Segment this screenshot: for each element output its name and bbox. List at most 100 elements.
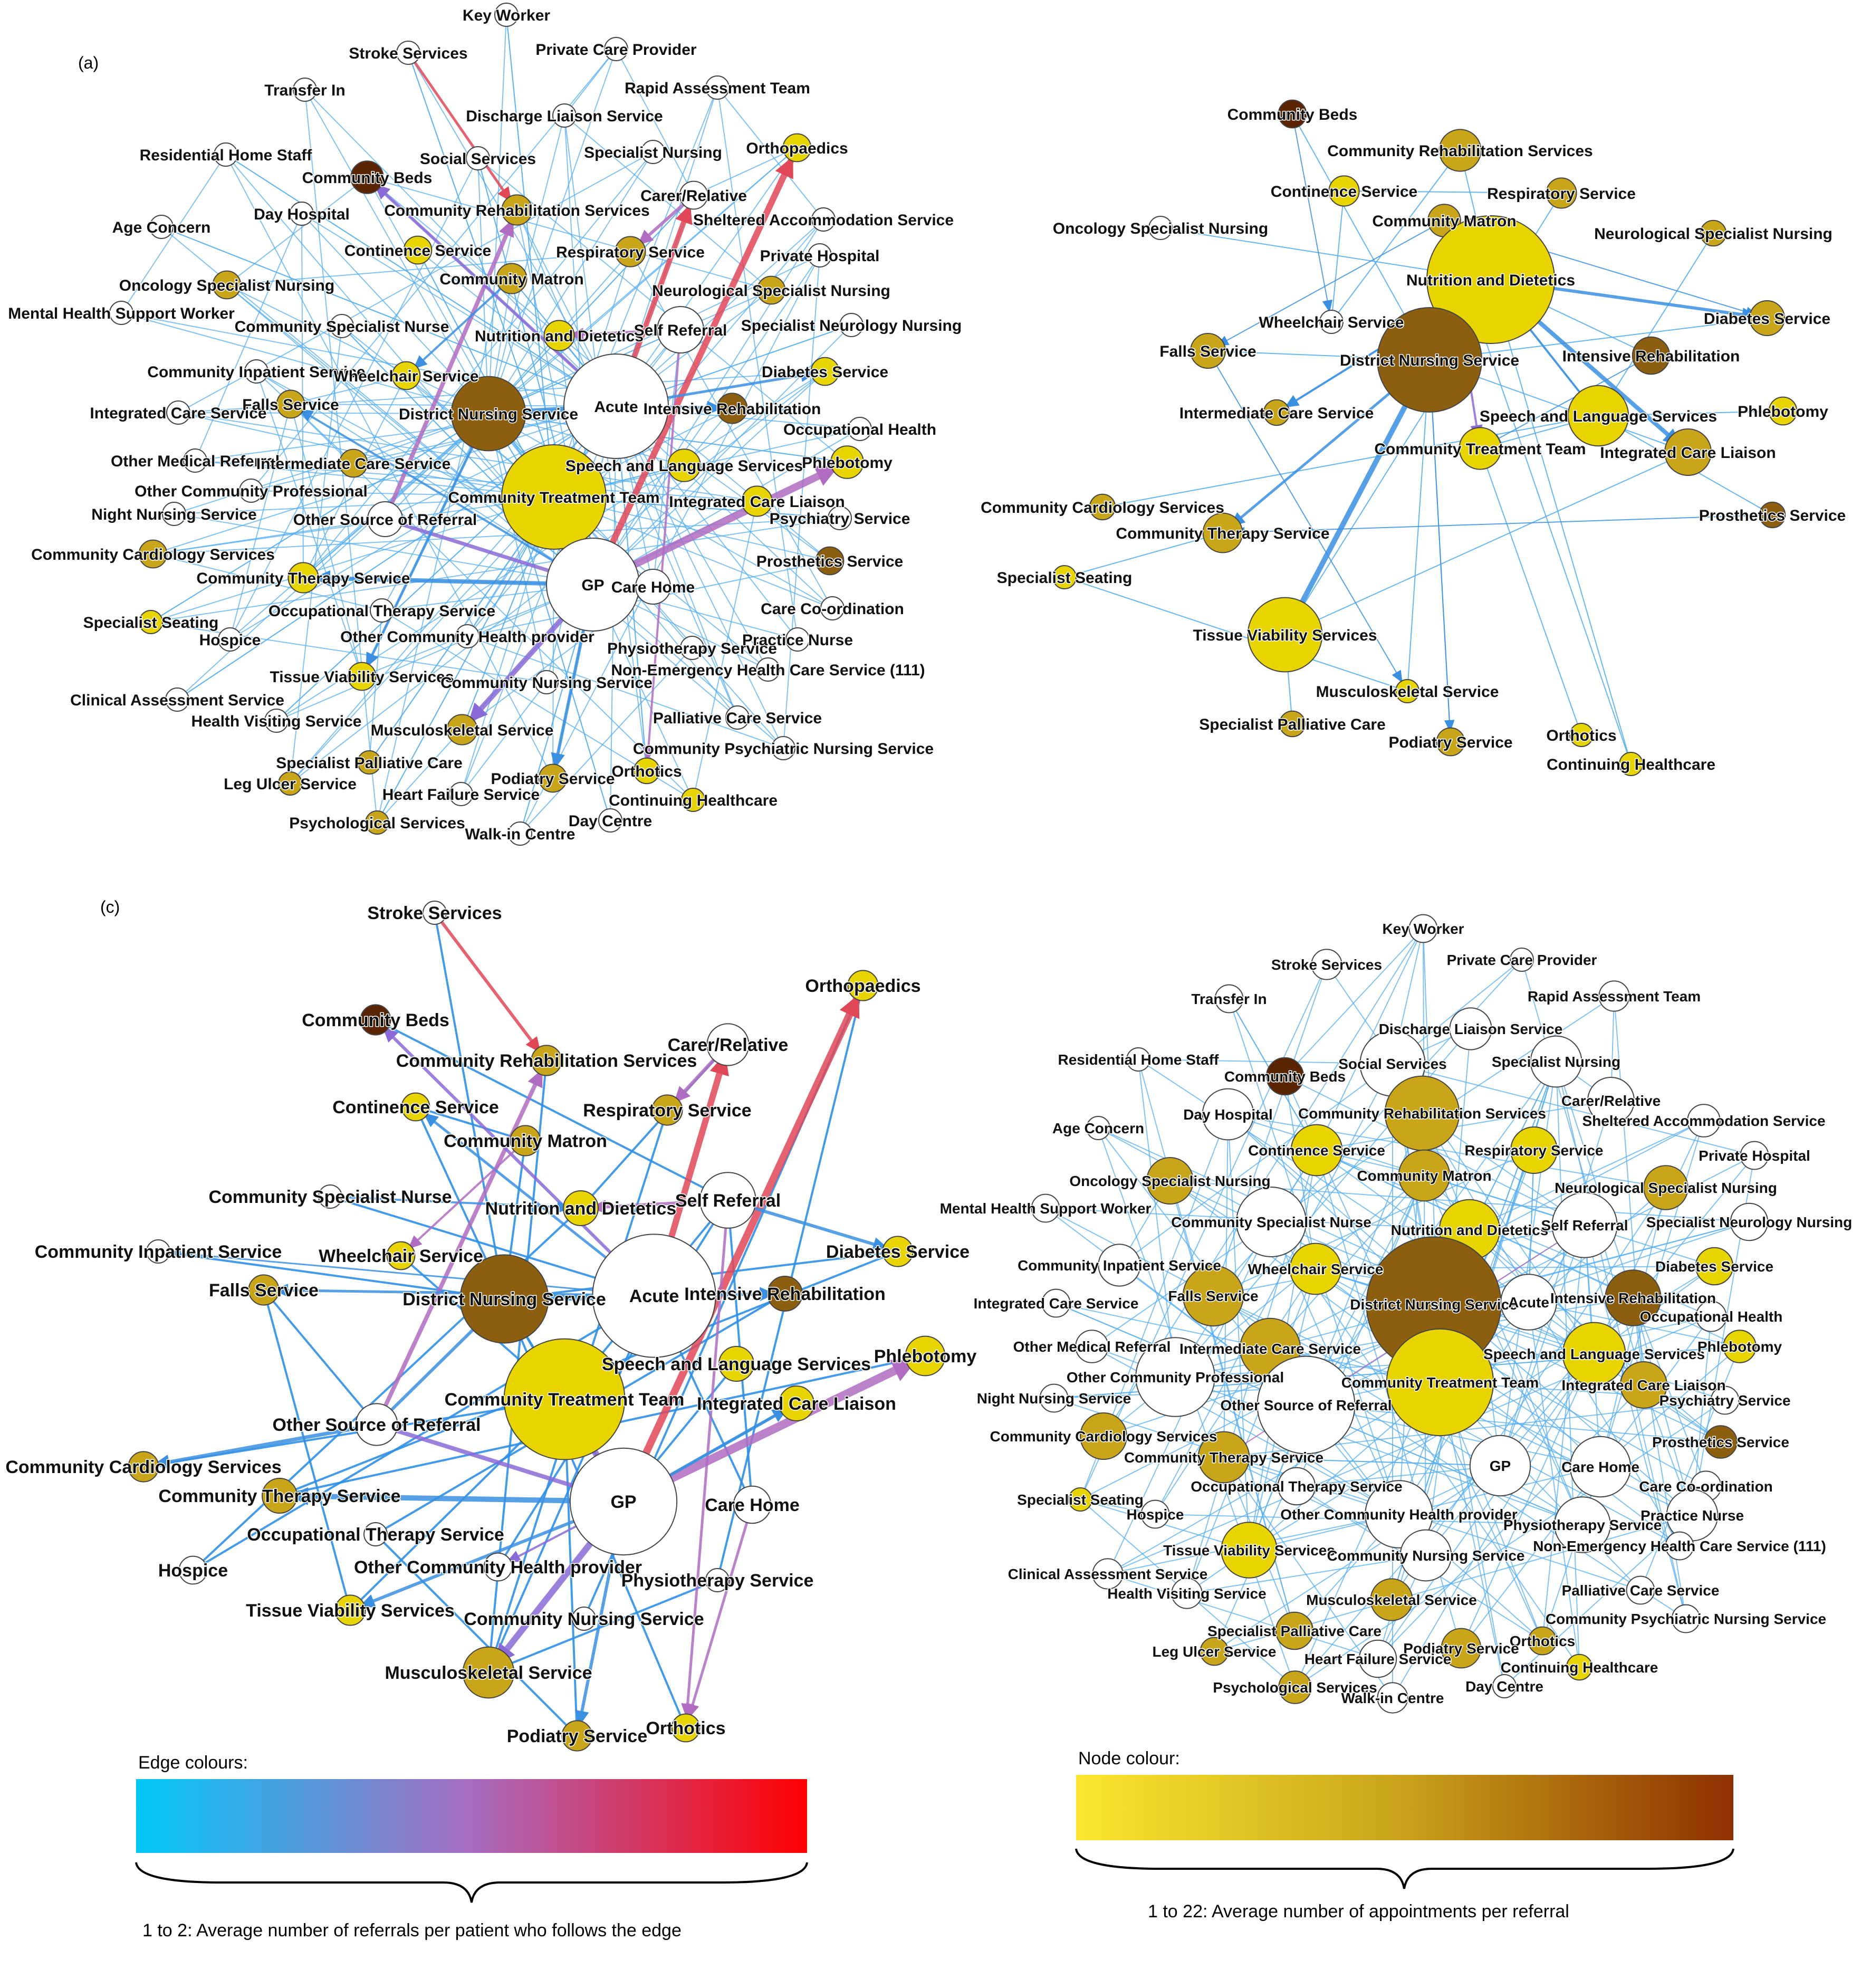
edge-arrowhead bbox=[423, 1113, 439, 1127]
panel-c-label: (c) bbox=[100, 897, 120, 916]
node-label: Hospice bbox=[199, 632, 261, 649]
edge-arrowhead bbox=[1284, 395, 1300, 408]
node-label: Intermediate Care Service bbox=[256, 455, 451, 473]
node-circle bbox=[218, 627, 242, 652]
edge bbox=[1633, 1297, 1706, 1487]
node-circle bbox=[1039, 1383, 1069, 1413]
node-circle bbox=[1086, 1116, 1110, 1140]
node-label: Self Referral bbox=[675, 1191, 781, 1211]
node-circle bbox=[830, 445, 864, 479]
edge-legend-caption: 1 to 2: Average number of referrals per … bbox=[142, 1920, 682, 1941]
node-circle bbox=[811, 207, 836, 232]
node-circle bbox=[239, 479, 263, 503]
node-circle bbox=[1377, 1682, 1408, 1714]
edge-highlight bbox=[158, 1250, 655, 1297]
node-circle bbox=[725, 705, 750, 730]
node-label: Community Nursing Service bbox=[464, 1609, 704, 1629]
node-label: Other Community Health provider bbox=[354, 1557, 642, 1578]
node-label: Respiratory Service bbox=[556, 244, 705, 261]
node-label: Private Care Provider bbox=[1447, 952, 1597, 968]
node-circle bbox=[1221, 1522, 1278, 1579]
edge bbox=[488, 151, 654, 414]
node-circle bbox=[1626, 1575, 1655, 1605]
node-label: Nutrition and Dietetics bbox=[475, 328, 644, 345]
edge bbox=[152, 496, 554, 555]
node-circle bbox=[1182, 1265, 1244, 1327]
edge bbox=[150, 622, 547, 683]
node-circle bbox=[1643, 1165, 1689, 1210]
node-label: Care Home bbox=[1561, 1459, 1639, 1475]
edge-highlight bbox=[684, 1504, 754, 1728]
node-label: Psychiatry Service bbox=[1659, 1392, 1790, 1409]
node-circle bbox=[1289, 1242, 1342, 1295]
node-circle bbox=[1202, 512, 1243, 553]
node-label: Integrated Care Liaison bbox=[697, 1394, 896, 1414]
node-circle bbox=[339, 448, 368, 478]
edge-colour-legend: Edge colours: 1 to 2: Average number of … bbox=[135, 1753, 808, 1941]
node-label: Carer/Relative bbox=[668, 1035, 789, 1055]
node-label: Phlebotomy bbox=[1697, 1339, 1782, 1355]
edge bbox=[1598, 410, 1783, 416]
node-label: Occupational Health bbox=[1640, 1308, 1783, 1325]
node-label: Continence Service bbox=[332, 1097, 499, 1117]
edge bbox=[301, 213, 304, 578]
edge-highlight bbox=[1222, 514, 1773, 533]
node-label: Community Beds bbox=[1227, 106, 1358, 123]
node-circle bbox=[355, 1403, 398, 1446]
node-circle bbox=[450, 376, 526, 452]
node-circle bbox=[1566, 1654, 1593, 1681]
node-label: Diabetes Service bbox=[826, 1242, 970, 1262]
node-label: Other Medical Referral bbox=[111, 453, 280, 470]
edge bbox=[564, 115, 772, 291]
node-label: Prosthetics Service bbox=[1699, 507, 1846, 524]
edge bbox=[1407, 359, 1430, 692]
edge-arrowhead bbox=[775, 156, 793, 179]
edge-highlight bbox=[684, 1200, 730, 1728]
node-label: Rapid Assessment Team bbox=[1528, 988, 1701, 1005]
node-circle bbox=[1146, 1157, 1194, 1205]
edge-arrowhead bbox=[839, 994, 860, 1019]
node-label: Intermediate Care Service bbox=[1179, 405, 1374, 422]
node-label: Wheelchair Service bbox=[319, 1246, 483, 1266]
node-circle bbox=[183, 448, 207, 473]
node-label: Specialist Neurology Nursing bbox=[741, 317, 962, 334]
node-circle bbox=[1358, 1639, 1397, 1678]
edge bbox=[461, 682, 547, 795]
edge-highlight bbox=[1207, 220, 1445, 351]
node-circle bbox=[1256, 1355, 1356, 1455]
node-circle bbox=[1370, 1578, 1413, 1621]
edge bbox=[1175, 1353, 1595, 1378]
edge bbox=[1271, 1221, 1580, 1668]
node-circle bbox=[1704, 1425, 1738, 1459]
node-circle bbox=[679, 180, 708, 210]
node-label: Stroke Services bbox=[367, 903, 502, 923]
node-label: Nutrition and Dietetics bbox=[1406, 272, 1575, 289]
node-label: Hospice bbox=[1127, 1506, 1184, 1523]
edge bbox=[1469, 1120, 1704, 1230]
edge bbox=[174, 413, 489, 514]
node-circle bbox=[552, 103, 577, 128]
node-label: Community Nursing Service bbox=[440, 674, 653, 692]
edge-arrowhead bbox=[366, 652, 379, 668]
edge bbox=[1213, 1150, 1534, 1296]
node-label: Community Matron bbox=[1372, 213, 1516, 230]
edge-arrowhead bbox=[289, 1487, 309, 1505]
node-circle bbox=[1075, 1330, 1109, 1363]
edge-highlight bbox=[1480, 355, 1652, 449]
node-circle bbox=[531, 1045, 562, 1076]
node-circle bbox=[264, 709, 289, 733]
node-circle bbox=[1567, 385, 1629, 447]
edge bbox=[1392, 1063, 1755, 1156]
edge bbox=[301, 213, 617, 407]
node-label: Social Services bbox=[420, 150, 536, 168]
node-circle bbox=[459, 1254, 549, 1344]
node-circle bbox=[1436, 727, 1465, 757]
node-circle bbox=[1236, 1187, 1307, 1257]
node-circle bbox=[1530, 1035, 1582, 1088]
node-label: Other Source of Referral bbox=[1220, 1397, 1392, 1413]
node-label: Other Community Professional bbox=[135, 483, 368, 500]
node-circle bbox=[1459, 427, 1502, 470]
edge bbox=[161, 226, 617, 407]
node-circle bbox=[1278, 99, 1307, 129]
node-label: Specialist Palliative Care bbox=[1199, 716, 1386, 733]
